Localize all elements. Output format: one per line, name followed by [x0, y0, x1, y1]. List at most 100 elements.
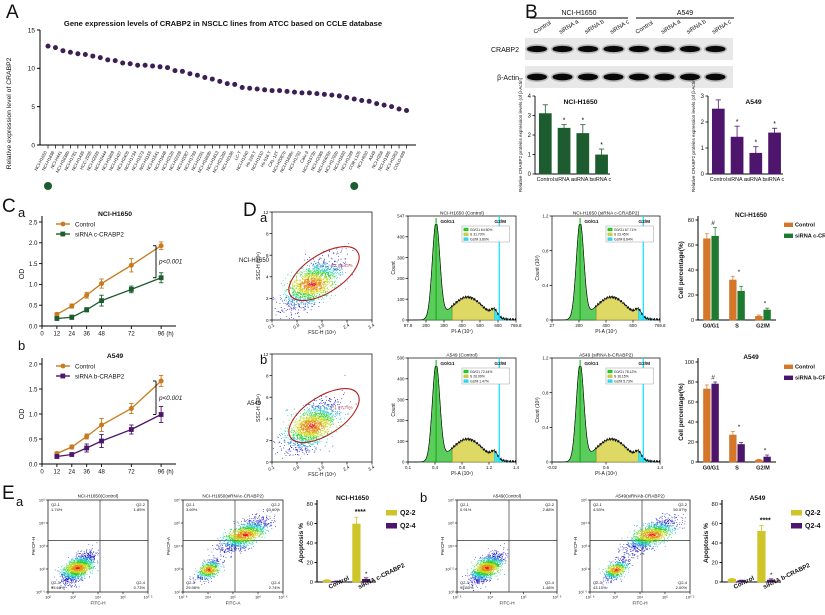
scatter-event [326, 290, 328, 292]
scatter-event [306, 295, 308, 296]
scatter-event [326, 267, 328, 269]
scatter-event [294, 294, 296, 296]
scatter-event [307, 435, 309, 437]
scatter-event [305, 420, 307, 422]
scatter-event [296, 426, 298, 427]
scatter-event [81, 556, 83, 558]
scatter-event [296, 295, 298, 297]
scatter-event [292, 428, 294, 430]
scatter-event [298, 303, 300, 305]
scatter-event [305, 287, 307, 289]
scatter-event [328, 276, 330, 278]
scatter-event [328, 272, 330, 274]
scatter-event [65, 569, 67, 571]
quadrant-value: 1.74% [51, 507, 63, 512]
scatter-event [318, 427, 319, 429]
scatter-event [318, 412, 319, 414]
bar [749, 152, 763, 175]
significance-mark: * [773, 121, 776, 128]
scatter-event [331, 280, 333, 282]
scatter-event [291, 303, 293, 305]
scatter-event [334, 410, 336, 412]
scatter-event [306, 438, 308, 440]
scatter-event [299, 285, 301, 287]
scatter-event [284, 430, 286, 432]
ytick: 80 [688, 218, 694, 224]
scatter-event [308, 424, 310, 425]
ylabel: Relative CRABP2 proteins expression leve… [691, 77, 696, 192]
ytick: 2 [701, 120, 705, 126]
scatter-event [340, 418, 342, 420]
scatter-event [318, 276, 320, 278]
scatter-event [299, 296, 301, 297]
ytick: 100 [397, 297, 405, 302]
scatter-event [310, 274, 312, 276]
ytick: 60 [688, 400, 694, 406]
scatter-event [293, 433, 295, 435]
scatter-event [322, 411, 324, 413]
scatter-event [310, 272, 312, 274]
scatter-event [330, 272, 332, 273]
scatter-event [298, 420, 300, 422]
scatter-event [304, 437, 306, 439]
scatter-event [296, 292, 298, 294]
scatter-event [327, 278, 329, 280]
scatter-event [309, 301, 311, 303]
region-label: G0/G1 [440, 361, 454, 367]
scatter-event [305, 436, 307, 438]
scatter-event [306, 414, 308, 416]
scatter-event [330, 278, 332, 279]
legend-label: S 31.70% [470, 233, 485, 237]
scatter-event [284, 290, 286, 292]
scatter-event [293, 302, 295, 304]
scatter-event [308, 282, 309, 284]
scatter-event [339, 267, 341, 269]
ytick: 1.2 [542, 356, 549, 361]
ytick: 6 [266, 253, 269, 258]
scatter-event [302, 444, 304, 445]
scatter-event [311, 443, 313, 445]
scatter-event [328, 450, 330, 452]
scatter-event [303, 301, 305, 303]
scatter-event [323, 259, 325, 261]
scatter-event [306, 287, 308, 289]
scatter-event [323, 405, 324, 407]
scatter-event [341, 250, 342, 252]
legend-label: G2/M 3.80% [470, 237, 489, 241]
scatter-event [323, 270, 325, 272]
legend-marker [60, 373, 66, 379]
scatter-event [310, 287, 312, 288]
scatter-event [321, 283, 323, 285]
scatter-event [318, 283, 320, 285]
scatter-event [297, 302, 299, 304]
scatter-event [287, 441, 289, 443]
scatter-event [293, 435, 295, 437]
scatter-event [303, 453, 305, 455]
xtick: 300 [440, 323, 448, 328]
bar [711, 383, 719, 463]
scatter-event [282, 457, 284, 459]
scatter-event [337, 267, 339, 269]
scatter-event [306, 446, 308, 448]
scatter-event [326, 419, 328, 421]
scatter-event [319, 402, 321, 404]
scatter-event [306, 274, 308, 276]
scatter-event [64, 567, 66, 569]
scatter-event [324, 288, 326, 289]
scatter-event [311, 268, 313, 270]
scatter-event [315, 273, 317, 275]
scatter-event [319, 271, 321, 273]
scatter-event [295, 277, 297, 279]
scatter-event [307, 419, 309, 421]
scatter-event [296, 445, 298, 447]
scatter-event [335, 268, 337, 269]
scatter-event [313, 293, 314, 295]
scatter-event [297, 305, 299, 306]
scatter-event [296, 278, 298, 280]
scatter-event [305, 450, 307, 452]
scatter-event [330, 273, 332, 275]
scatter-event [306, 412, 308, 414]
scatter-event [317, 435, 319, 437]
scatter-event [317, 288, 319, 290]
scatter-event [303, 425, 305, 427]
